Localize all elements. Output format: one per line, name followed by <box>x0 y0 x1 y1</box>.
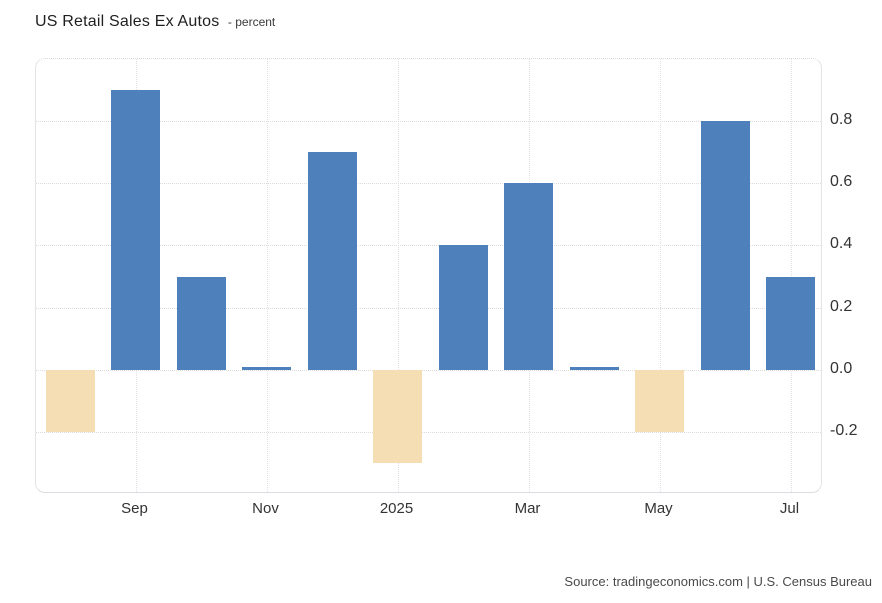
bar-apr-2025[interactable] <box>569 366 619 370</box>
gridline-h <box>36 183 821 185</box>
bar-oct-2024[interactable] <box>176 276 226 370</box>
bar-jul-2025[interactable] <box>766 276 815 370</box>
bar-nov-2024[interactable] <box>242 366 291 370</box>
gridline-h <box>36 245 821 247</box>
gridline-h <box>36 369 821 371</box>
bar-mar-2025[interactable] <box>504 183 553 370</box>
x-tick-label: Sep <box>121 500 148 517</box>
x-tick-label: 2025 <box>379 500 414 517</box>
chart-title: US Retail Sales Ex Autos <box>35 13 220 30</box>
y-tick-label: 0.6 <box>830 173 853 191</box>
gridline-v <box>397 59 399 492</box>
bar-feb-2025[interactable] <box>438 245 488 370</box>
bar-may-2025[interactable] <box>635 369 684 432</box>
x-tick-label: Jul <box>779 500 800 517</box>
bar-sep-2024[interactable] <box>111 90 160 370</box>
y-tick-label: 0.4 <box>830 235 853 253</box>
bar-dec-2024[interactable] <box>307 152 357 370</box>
gridline-h <box>36 431 821 433</box>
x-tick-label: Nov <box>252 500 279 517</box>
source-text: Source: tradingeconomics.com | U.S. Cens… <box>564 574 872 589</box>
gridline-h <box>36 121 821 123</box>
chart-header: US Retail Sales Ex Autos - percent <box>35 13 275 31</box>
bar-aug-2024[interactable] <box>45 369 95 432</box>
x-tick-label: Mar <box>514 500 541 517</box>
y-tick-label: 0.2 <box>830 297 853 315</box>
y-tick-label: 0.0 <box>830 359 853 377</box>
bar-jun-2025[interactable] <box>700 121 750 370</box>
gridline-v <box>266 59 268 492</box>
chart-subtitle: - percent <box>227 15 276 29</box>
gridline-h <box>36 307 821 309</box>
y-tick-label: 0.8 <box>830 111 853 129</box>
gridline-v <box>659 59 661 492</box>
gridline-v <box>790 59 792 492</box>
bar-jan-2025[interactable] <box>373 369 422 463</box>
y-tick-label: -0.2 <box>830 421 858 439</box>
x-tick-label: May <box>644 500 673 517</box>
plot-area <box>35 58 822 493</box>
